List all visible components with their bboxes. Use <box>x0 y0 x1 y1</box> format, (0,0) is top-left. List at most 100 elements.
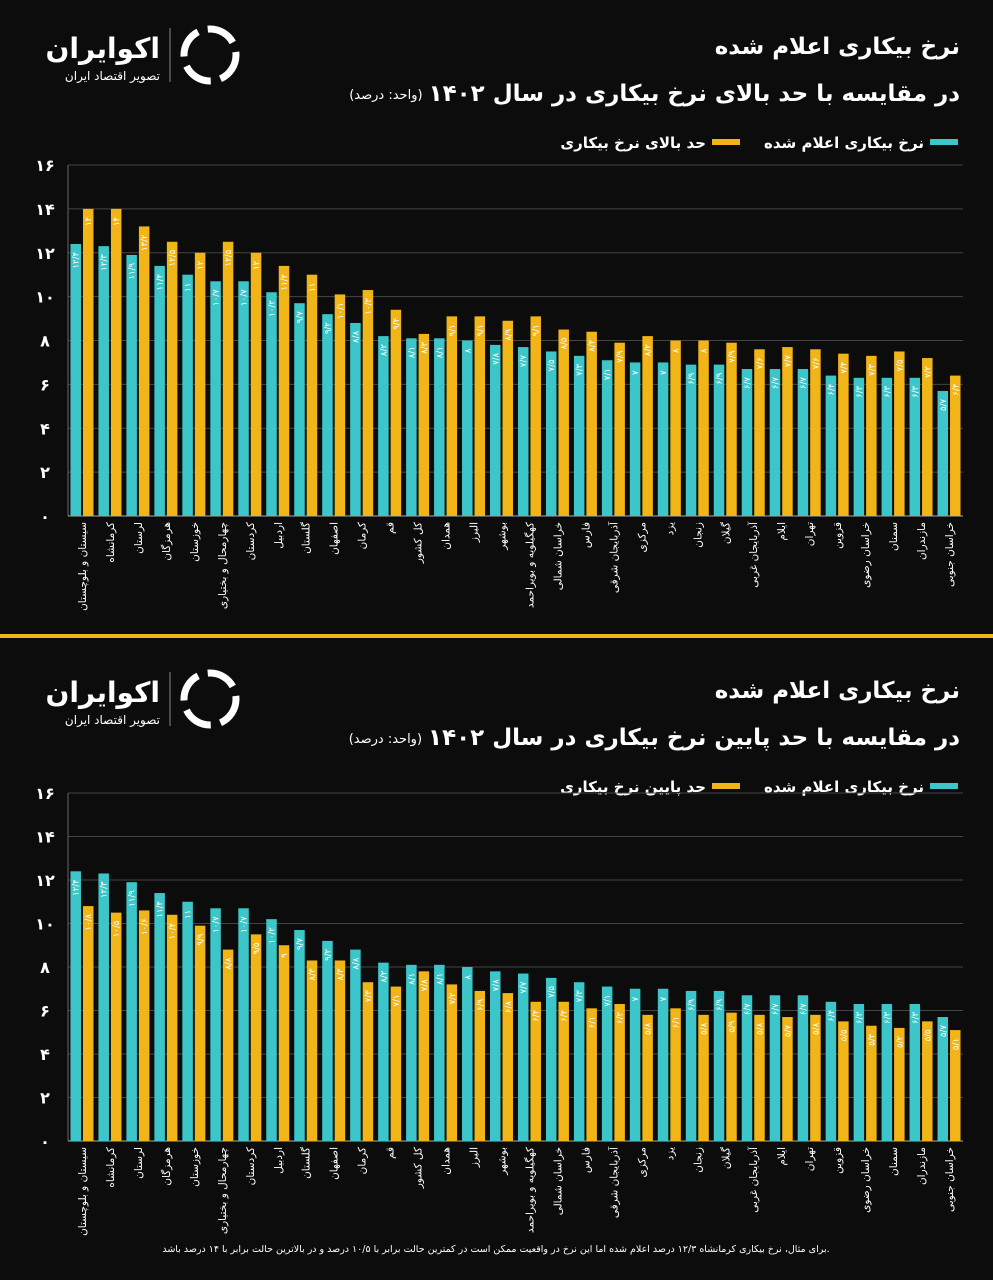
bar <box>937 1017 949 1141</box>
legend-label: حد پایین نرخ بیکاری <box>560 778 706 797</box>
value-label: ۹/۱ <box>532 324 542 336</box>
bar <box>517 973 529 1141</box>
bar <box>210 281 221 516</box>
value-label: ۷/۳ <box>364 990 374 1002</box>
x-tick-label: اردبیل <box>273 1147 285 1174</box>
value-label: ۶/۷ <box>799 1003 809 1015</box>
bar <box>601 986 613 1141</box>
bar <box>210 908 221 1141</box>
value-label: ۱۲/۳ <box>100 881 110 898</box>
x-tick-label: گیلان <box>719 522 732 544</box>
x-tick-label: ایلام <box>776 522 788 541</box>
bar <box>138 910 150 1141</box>
bar <box>909 1003 921 1141</box>
value-label: ۸/۲ <box>379 970 389 982</box>
bar <box>558 1001 569 1141</box>
bar <box>922 358 933 516</box>
x-tick-label: گلستان <box>300 1147 313 1179</box>
bar <box>726 342 737 516</box>
x-tick-label: آذربایجان شرقی <box>607 521 620 593</box>
value-label: ۸/۱ <box>407 973 417 985</box>
bar <box>70 243 81 516</box>
bar <box>545 977 557 1141</box>
value-label: ۷/۵ <box>547 359 557 371</box>
value-label: ۶/۷ <box>743 377 753 389</box>
x-tick-label: قم <box>385 1147 397 1159</box>
bar <box>238 281 249 516</box>
value-label: ۱۰/۷ <box>212 916 222 933</box>
value-label: ۷/۸ <box>420 979 430 991</box>
x-tick-label: کردستان <box>245 522 257 560</box>
x-tick-label: همدان <box>441 1147 453 1175</box>
x-tick-label: کرمانشاه <box>105 1147 117 1188</box>
value-label: ۱۱/۴ <box>156 274 166 291</box>
bar <box>334 294 346 516</box>
value-label: ۹/۵ <box>252 942 262 954</box>
bar <box>881 377 893 516</box>
value-label: ۵/۸ <box>700 1022 710 1034</box>
x-tick-label: کل کشور <box>413 522 425 564</box>
value-label: ۱۰/۸ <box>84 914 94 931</box>
value-label: ۸/۳ <box>336 968 346 980</box>
y-tick-label: ۱۶ <box>35 156 55 175</box>
value-label: ۹/۴ <box>392 318 402 330</box>
bar <box>306 274 318 516</box>
bar <box>601 360 613 516</box>
value-label: ۸/۸ <box>351 957 361 969</box>
value-label: ۷/۶ <box>811 357 821 369</box>
value-label: ۱۰/۳ <box>364 298 374 315</box>
separator <box>0 634 993 638</box>
x-tick-label: تهران <box>804 1147 816 1171</box>
x-tick-label: کرمانشاه <box>105 522 117 563</box>
brand-name: اکوایران <box>46 32 160 65</box>
y-tick-label: ۴ <box>40 1045 50 1064</box>
bar <box>378 336 389 516</box>
value-label: ۶/۹ <box>476 998 486 1010</box>
value-label: ۷/۷ <box>519 355 529 367</box>
value-label: ۶/۹ <box>687 372 697 384</box>
value-label: ۹/۷ <box>295 938 305 950</box>
bar <box>462 967 473 1141</box>
value-label: ۸/۴ <box>588 340 598 352</box>
x-tick-label: یزد <box>664 1147 676 1160</box>
bar <box>698 340 709 516</box>
value-label: ۸ <box>672 348 682 353</box>
bar <box>853 377 865 516</box>
bar <box>741 369 753 516</box>
y-tick-label: ۱۰ <box>35 915 55 934</box>
value-label: ۶/۳ <box>855 1012 865 1024</box>
legend-swatch <box>930 783 958 789</box>
x-tick-label: خوزستان <box>189 1147 201 1187</box>
bar <box>322 314 333 516</box>
bar <box>154 893 165 1141</box>
value-label: ۵/۸ <box>755 1022 765 1034</box>
value-label: ۱۲ <box>252 260 262 270</box>
bar <box>922 1021 933 1141</box>
bar <box>894 351 905 516</box>
bar <box>98 873 109 1141</box>
logo-mark <box>180 25 240 85</box>
bar <box>629 988 641 1141</box>
bar <box>362 290 374 516</box>
value-label: ۹/۲ <box>323 948 333 960</box>
bar <box>378 962 389 1141</box>
x-tick-label: خراسان رضوی <box>860 1147 872 1213</box>
bar <box>685 364 697 516</box>
x-tick-label: قزوین <box>832 522 844 549</box>
y-tick-label: ۰ <box>40 1132 50 1151</box>
value-label: ۷/۷ <box>783 355 793 367</box>
bar <box>294 930 305 1141</box>
value-label: ۶/۸ <box>504 1001 514 1013</box>
x-tick-label: گیلان <box>719 1147 732 1169</box>
value-label: ۹/۷ <box>295 311 305 323</box>
y-tick-label: ۱۲ <box>35 244 55 263</box>
bar <box>322 940 333 1141</box>
bar <box>362 982 374 1141</box>
logo-mark <box>180 669 240 729</box>
legend-label: نرخ بیکاری اعلام شده <box>764 134 924 152</box>
bar <box>434 338 445 516</box>
bar <box>545 351 557 516</box>
x-tick-label: آذربایجان شرقی <box>607 1146 620 1218</box>
value-label: ۶/۴ <box>560 1010 570 1022</box>
bar <box>866 1025 877 1141</box>
